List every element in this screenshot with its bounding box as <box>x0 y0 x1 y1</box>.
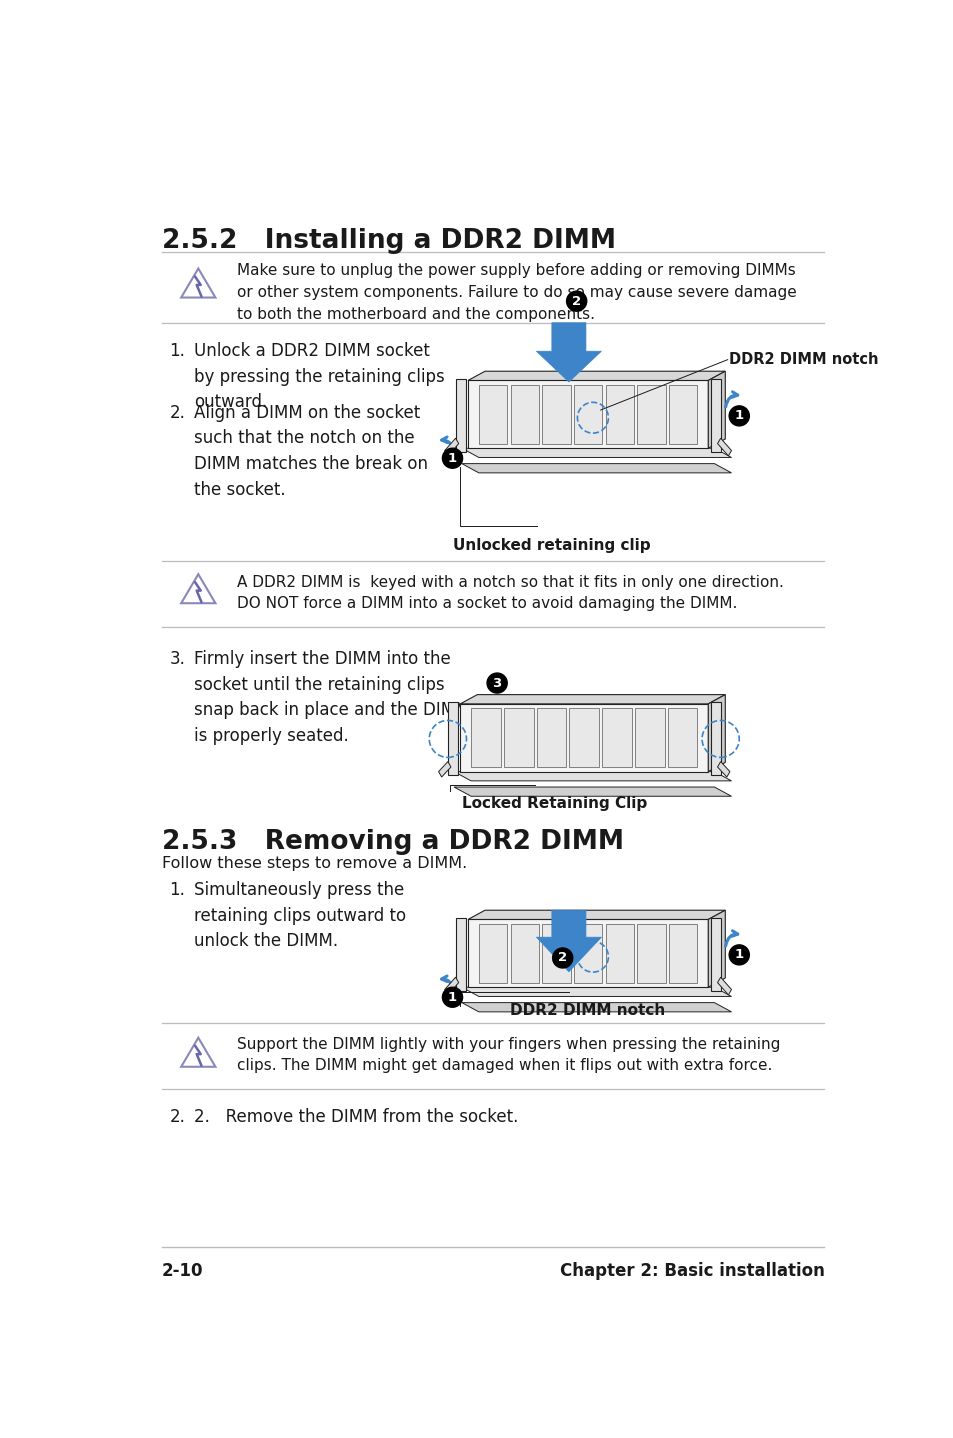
Polygon shape <box>447 702 457 775</box>
Polygon shape <box>717 439 731 456</box>
Polygon shape <box>710 380 720 452</box>
Text: Unlock a DDR2 DIMM socket
by pressing the retaining clips
outward.: Unlock a DDR2 DIMM socket by pressing th… <box>194 342 445 411</box>
Text: 2.: 2. <box>170 404 185 421</box>
Bar <box>574 925 601 982</box>
Bar <box>510 385 538 443</box>
Circle shape <box>442 449 462 469</box>
Text: Support the DIMM lightly with your fingers when pressing the retaining
clips. Th: Support the DIMM lightly with your finge… <box>236 1037 780 1073</box>
Text: 1: 1 <box>734 949 743 962</box>
Bar <box>635 709 664 766</box>
Text: 2: 2 <box>558 952 567 965</box>
Circle shape <box>552 948 572 968</box>
Polygon shape <box>461 988 731 997</box>
Text: 2: 2 <box>572 295 580 308</box>
Text: 2.5.2   Installing a DDR2 DIMM: 2.5.2 Installing a DDR2 DIMM <box>162 229 616 255</box>
Polygon shape <box>454 772 731 781</box>
Polygon shape <box>461 463 731 473</box>
Bar <box>668 925 697 982</box>
Circle shape <box>442 988 462 1007</box>
Polygon shape <box>454 787 731 797</box>
Text: 2.5.3   Removing a DDR2 DIMM: 2.5.3 Removing a DDR2 DIMM <box>162 828 623 854</box>
Polygon shape <box>456 917 465 991</box>
Text: 3.: 3. <box>170 650 185 669</box>
Text: Follow these steps to remove a DIMM.: Follow these steps to remove a DIMM. <box>162 856 467 871</box>
Bar <box>667 709 697 766</box>
Bar <box>537 709 566 766</box>
Text: Simultaneously press the
retaining clips outward to
unlock the DIMM.: Simultaneously press the retaining clips… <box>194 881 406 951</box>
Bar <box>503 709 533 766</box>
Text: 1: 1 <box>734 410 743 423</box>
Polygon shape <box>459 695 724 703</box>
Bar <box>478 385 507 443</box>
Text: 2.   Remove the DIMM from the socket.: 2. Remove the DIMM from the socket. <box>194 1109 518 1126</box>
Polygon shape <box>461 1002 731 1012</box>
Text: 1: 1 <box>448 991 456 1004</box>
Polygon shape <box>444 439 458 456</box>
Bar <box>478 925 507 982</box>
Bar <box>605 385 634 443</box>
Text: Locked Retaining Clip: Locked Retaining Clip <box>461 797 646 811</box>
Circle shape <box>487 673 507 693</box>
Bar <box>574 385 601 443</box>
Polygon shape <box>461 449 731 457</box>
Polygon shape <box>717 762 729 777</box>
Text: Firmly insert the DIMM into the
socket until the retaining clips
snap back in pl: Firmly insert the DIMM into the socket u… <box>194 650 470 745</box>
Bar <box>510 925 538 982</box>
Text: DDR2 DIMM notch: DDR2 DIMM notch <box>510 1002 665 1018</box>
Polygon shape <box>710 917 720 991</box>
Bar <box>541 925 570 982</box>
Text: A DDR2 DIMM is  keyed with a notch so that it fits in only one direction.
DO NOT: A DDR2 DIMM is keyed with a notch so tha… <box>236 575 783 611</box>
Polygon shape <box>459 703 707 772</box>
Bar <box>569 709 598 766</box>
Polygon shape <box>468 919 707 988</box>
Polygon shape <box>444 978 458 995</box>
Text: 1.: 1. <box>170 881 185 899</box>
Polygon shape <box>710 702 720 775</box>
Polygon shape <box>707 695 724 772</box>
Polygon shape <box>717 978 731 995</box>
Polygon shape <box>468 371 724 381</box>
Text: 1.: 1. <box>170 342 185 360</box>
Text: Align a DIMM on the socket
such that the notch on the
DIMM matches the break on
: Align a DIMM on the socket such that the… <box>194 404 428 499</box>
Bar <box>471 709 500 766</box>
Polygon shape <box>536 322 600 383</box>
Bar <box>637 385 665 443</box>
Text: 3: 3 <box>492 676 501 690</box>
Circle shape <box>728 945 748 965</box>
Bar <box>541 385 570 443</box>
Bar <box>605 925 634 982</box>
Bar <box>668 385 697 443</box>
Circle shape <box>728 406 748 426</box>
Text: DDR2 DIMM notch: DDR2 DIMM notch <box>728 352 878 367</box>
Text: 2-10: 2-10 <box>162 1263 203 1280</box>
Text: 1: 1 <box>448 452 456 464</box>
Text: 2.: 2. <box>170 1109 185 1126</box>
Text: Unlocked retaining clip: Unlocked retaining clip <box>453 538 650 554</box>
Circle shape <box>566 290 586 311</box>
Polygon shape <box>456 380 465 452</box>
Polygon shape <box>707 910 724 988</box>
Polygon shape <box>468 381 707 449</box>
Polygon shape <box>536 910 600 972</box>
Polygon shape <box>707 371 724 449</box>
Polygon shape <box>438 762 451 777</box>
Text: Make sure to unplug the power supply before adding or removing DIMMs
or other sy: Make sure to unplug the power supply bef… <box>236 263 796 322</box>
Text: Chapter 2: Basic installation: Chapter 2: Basic installation <box>559 1263 823 1280</box>
Bar <box>601 709 631 766</box>
Bar <box>637 925 665 982</box>
Polygon shape <box>468 910 724 919</box>
